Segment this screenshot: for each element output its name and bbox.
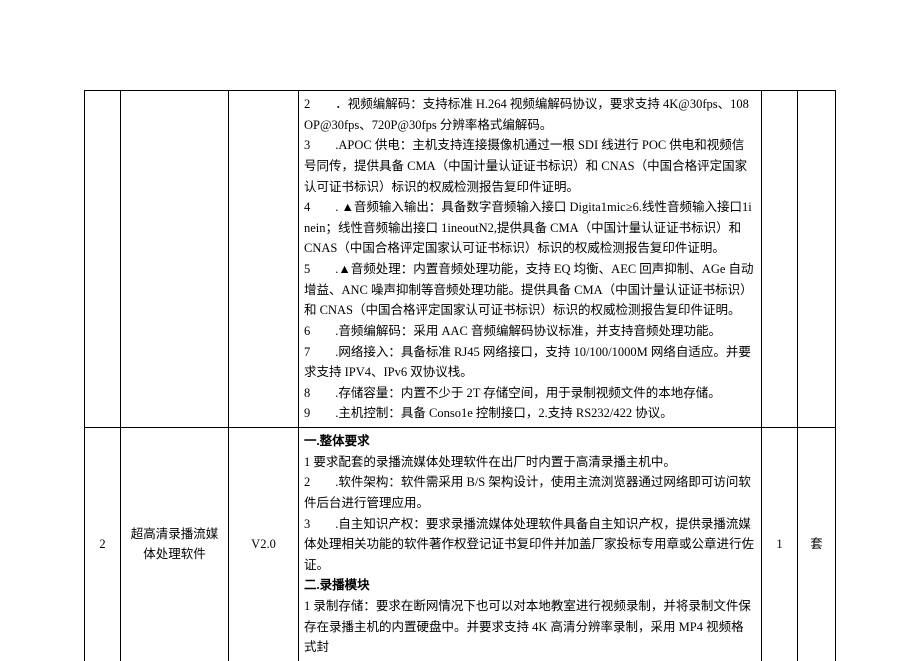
spec-line: 6 .音频编解码：采用 AAC 音频编解码协议标准，并支持音频处理功能。 xyxy=(304,321,756,342)
spec-line: 7 .网络接入：具备标准 RJ45 网络接口，支持 10/100/1000M 网… xyxy=(304,342,756,383)
cell-index: 2 xyxy=(85,428,121,661)
spec-line: 2 .软件架构：软件需采用 B/S 架构设计，使用主流浏览器通过网络即可访问软件… xyxy=(304,472,756,513)
cell-qty: 1 xyxy=(762,428,798,661)
cell-version: V2.0 xyxy=(229,428,299,661)
cell-spec-row1: 2 ．视频编解码：支持标准 H.264 视频编解码协议，要求支持 4K@30fp… xyxy=(299,91,762,428)
document-page: 2 ．视频编解码：支持标准 H.264 视频编解码协议，要求支持 4K@30fp… xyxy=(0,0,920,651)
cell-name: 超高清录播流媒体处理软件 xyxy=(121,428,229,661)
cell-index-empty xyxy=(85,91,121,428)
spec-line: 1 要求配套的录播流媒体处理软件在出厂时内置于高清录播主机中。 xyxy=(304,452,756,473)
spec-line: CNAS（中国合格评定国家认可证书标识）标识的权威检测报告复印件证明。 xyxy=(304,238,756,259)
spec-line: 3 .自主知识产权：要求录播流媒体处理软件具备自主知识产权，提供录播流媒体处理相… xyxy=(304,514,756,576)
spec-line: 4 . ▲音频输入输出：具备数字音频输入接口 Digita1mic≥6.线性音频… xyxy=(304,197,756,238)
spec-line: 2 ．视频编解码：支持标准 H.264 视频编解码协议，要求支持 4K@30fp… xyxy=(304,94,756,135)
spec-line: 3 .APOC 供电：主机支持连接摄像机通过一根 SDI 线进行 POC 供电和… xyxy=(304,135,756,197)
spec-table: 2 ．视频编解码：支持标准 H.264 视频编解码协议，要求支持 4K@30fp… xyxy=(84,90,836,661)
cell-unit: 套 xyxy=(798,428,836,661)
spec-line: 1 录制存储：要求在断网情况下也可以对本地教室进行视频录制，并将录制文件保存在录… xyxy=(304,596,756,658)
table-row: 2 ．视频编解码：支持标准 H.264 视频编解码协议，要求支持 4K@30fp… xyxy=(85,91,836,428)
spec-heading: 一.整体要求 xyxy=(304,431,756,452)
cell-spec-row2: 一.整体要求 1 要求配套的录播流媒体处理软件在出厂时内置于高清录播主机中。 2… xyxy=(299,428,762,661)
cell-qty-empty xyxy=(762,91,798,428)
spec-heading: 二.录播模块 xyxy=(304,575,756,596)
cell-name-empty xyxy=(121,91,229,428)
cell-version-empty xyxy=(229,91,299,428)
spec-line: 9 .主机控制：具备 Conso1e 控制接口，2.支持 RS232/422 协… xyxy=(304,403,756,424)
cell-unit-empty xyxy=(798,91,836,428)
spec-line: 5 .▲音频处理：内置音频处理功能，支持 EQ 均衡、AEC 回声抑制、AGe … xyxy=(304,259,756,321)
spec-line: 8 .存储容量：内置不少于 2T 存储空间，用于录制视频文件的本地存储。 xyxy=(304,383,756,404)
table-row: 2 超高清录播流媒体处理软件 V2.0 一.整体要求 1 要求配套的录播流媒体处… xyxy=(85,428,836,661)
